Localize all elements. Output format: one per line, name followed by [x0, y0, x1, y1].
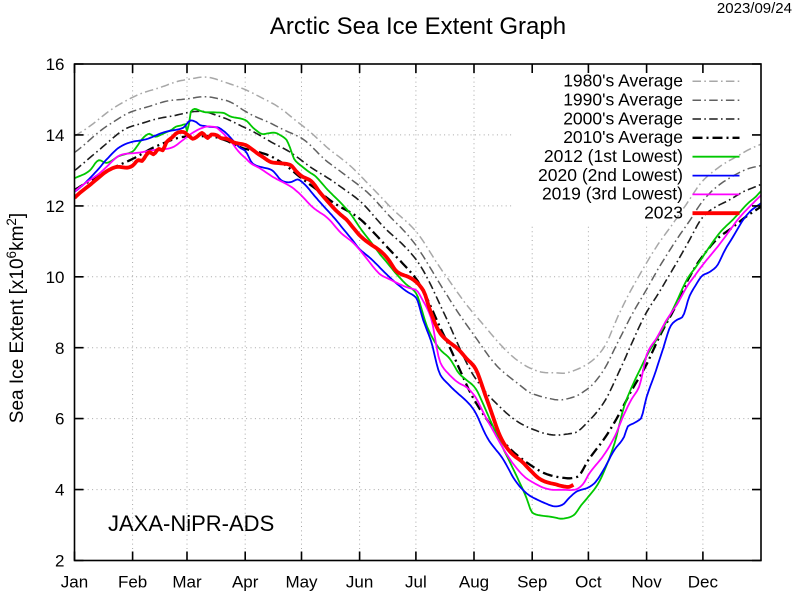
svg-text:1990's Average: 1990's Average — [563, 90, 683, 110]
svg-text:Sea Ice Extent [x106km2]: Sea Ice Extent [x106km2] — [4, 213, 28, 423]
svg-text:Jun: Jun — [346, 573, 373, 592]
svg-text:2020 (2nd Lowest): 2020 (2nd Lowest) — [538, 165, 683, 185]
svg-text:Sep: Sep — [517, 573, 547, 592]
svg-text:Nov: Nov — [631, 573, 662, 592]
svg-text:10: 10 — [46, 268, 65, 287]
svg-text:Feb: Feb — [118, 573, 147, 592]
svg-text:Apr: Apr — [232, 573, 259, 592]
svg-text:2023/09/24: 2023/09/24 — [717, 0, 792, 17]
svg-text:May: May — [285, 573, 318, 592]
svg-text:2000's Average: 2000's Average — [563, 108, 683, 128]
svg-text:8: 8 — [55, 339, 64, 358]
svg-text:2: 2 — [55, 552, 64, 571]
svg-text:14: 14 — [46, 126, 65, 145]
svg-text:2023: 2023 — [644, 203, 683, 223]
svg-text:4: 4 — [55, 481, 64, 500]
svg-text:Dec: Dec — [688, 573, 719, 592]
svg-text:Aug: Aug — [459, 573, 489, 592]
svg-text:Mar: Mar — [172, 573, 202, 592]
svg-text:6: 6 — [55, 410, 64, 429]
svg-text:12: 12 — [46, 197, 65, 216]
svg-text:Oct: Oct — [575, 573, 602, 592]
svg-text:1980's Average: 1980's Average — [563, 71, 683, 91]
svg-text:16: 16 — [46, 55, 65, 74]
svg-text:Jan: Jan — [61, 573, 88, 592]
svg-text:2019 (3rd Lowest): 2019 (3rd Lowest) — [542, 184, 683, 204]
svg-text:JAXA-NiPR-ADS: JAXA-NiPR-ADS — [108, 511, 274, 536]
svg-text:Arctic Sea Ice Extent Graph: Arctic Sea Ice Extent Graph — [270, 13, 566, 40]
svg-text:2012 (1st Lowest): 2012 (1st Lowest) — [544, 146, 683, 166]
svg-text:2010's Average: 2010's Average — [563, 127, 683, 147]
svg-text:Jul: Jul — [405, 573, 427, 592]
